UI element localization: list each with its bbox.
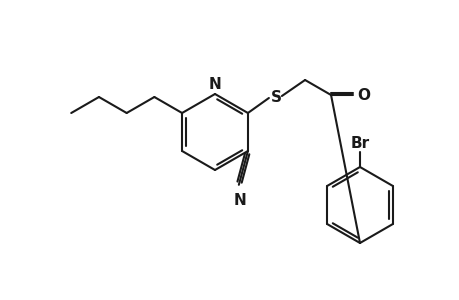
Text: N: N [208, 77, 221, 92]
Text: Br: Br [350, 136, 369, 151]
Text: N: N [233, 193, 246, 208]
Text: O: O [357, 88, 370, 103]
Text: S: S [270, 89, 281, 104]
